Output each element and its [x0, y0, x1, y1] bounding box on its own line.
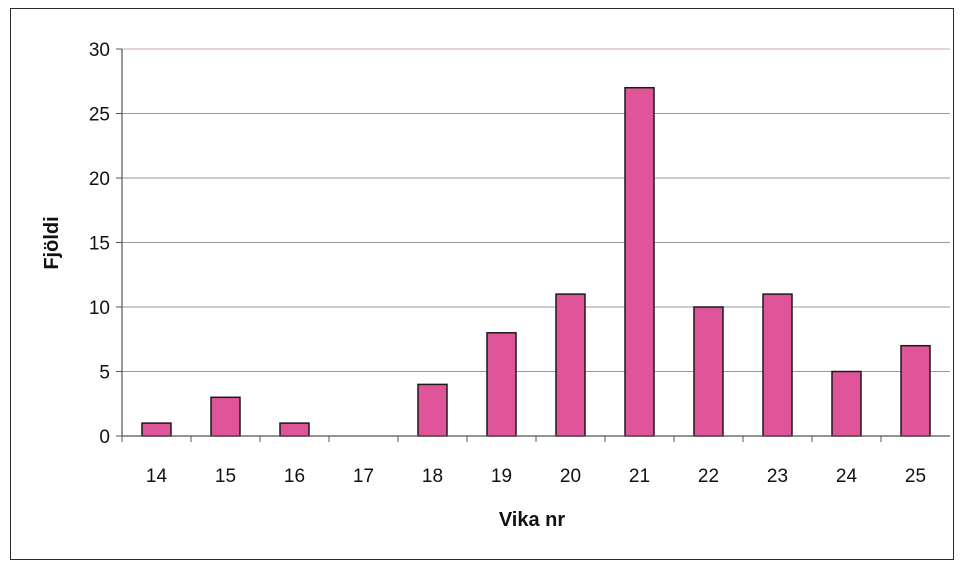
gridlines [122, 48, 950, 372]
x-tick-label-14: 14 [146, 466, 168, 487]
bars [141, 86, 931, 437]
x-tick-label-21: 21 [629, 466, 650, 487]
y-tick-label-10: 10 [89, 298, 110, 319]
bar-16 [279, 422, 310, 437]
axes [116, 48, 950, 442]
y-tick-label-30: 30 [89, 40, 110, 61]
chart-frame [10, 8, 954, 560]
x-tick-label-24: 24 [836, 466, 858, 487]
y-tick-label-25: 25 [89, 105, 110, 126]
y-tick-label-20: 20 [89, 169, 110, 190]
bar-21 [624, 86, 655, 437]
x-tick-label-20: 20 [560, 466, 581, 487]
x-axis-title: Vika nr [499, 509, 566, 531]
x-tick-labels: 14 15 16 17 18 19 20 21 22 23 24 25 [146, 466, 926, 487]
bar-24 [831, 370, 862, 437]
y-tick-label-0: 0 [99, 427, 110, 448]
x-tick-label-17: 17 [353, 466, 374, 487]
bar-18 [417, 383, 448, 437]
bar-14 [141, 422, 172, 437]
y-axis-title: Fjöldi [41, 216, 63, 269]
bar-15 [210, 396, 241, 437]
x-tick-label-18: 18 [422, 466, 443, 487]
x-tick-label-19: 19 [491, 466, 512, 487]
x-tick-label-16: 16 [284, 466, 305, 487]
x-tick-label-25: 25 [905, 466, 926, 487]
x-tick-label-23: 23 [767, 466, 788, 487]
y-tick-labels: 0 5 10 15 20 25 30 [89, 40, 110, 448]
bar-23 [762, 293, 793, 437]
x-tick-label-22: 22 [698, 466, 719, 487]
bar-19 [486, 332, 517, 437]
x-tick-label-15: 15 [215, 466, 236, 487]
y-tick-label-5: 5 [99, 363, 110, 384]
bar-25 [900, 344, 931, 437]
y-tick-label-15: 15 [89, 234, 110, 255]
bar-20 [555, 293, 586, 437]
bar-22 [693, 306, 724, 437]
